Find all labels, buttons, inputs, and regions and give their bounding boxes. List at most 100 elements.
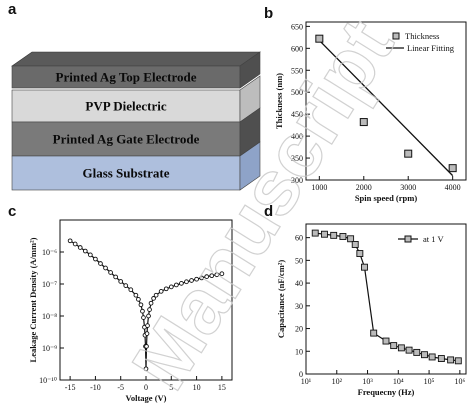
y-tick-label-b-4: 500 bbox=[291, 88, 303, 97]
x-axis-label-c: Voltage (V) bbox=[126, 393, 167, 403]
data-point-c-37 bbox=[194, 276, 199, 282]
data-point-b-3 bbox=[448, 164, 457, 173]
data-point-d-17 bbox=[447, 356, 455, 364]
data-point-d-3 bbox=[339, 233, 347, 240]
data-point-b-0 bbox=[315, 34, 324, 43]
data-point-c-23 bbox=[144, 331, 150, 336]
y-tick-label-c-3: 10⁻⁷ bbox=[42, 280, 57, 289]
data-point-c-17 bbox=[141, 315, 146, 320]
y-tick-label-b-6: 600 bbox=[291, 44, 303, 53]
legend-label-d: at 1 V bbox=[423, 234, 444, 244]
y-tick-label-d-2: 20 bbox=[295, 325, 303, 334]
data-point-c-40 bbox=[209, 273, 215, 279]
panel-letter-c: c bbox=[8, 203, 17, 220]
data-point-c-39 bbox=[204, 274, 210, 279]
y-tick-label-d-0: 0 bbox=[299, 370, 303, 379]
layer-label-0: Printed Ag Top Electrode bbox=[56, 70, 197, 85]
layer-label-1: PVP Dielectric bbox=[85, 99, 166, 114]
data-point-c-38 bbox=[199, 275, 204, 281]
legend-marker-thickness bbox=[392, 32, 400, 40]
data-point-d-2 bbox=[330, 231, 338, 239]
panel-letter-a: a bbox=[8, 1, 17, 18]
data-point-c-31 bbox=[163, 286, 169, 292]
data-point-d-7 bbox=[361, 263, 368, 271]
y-axis-label-d: Capacitance (nF/cm²) bbox=[276, 260, 286, 338]
data-point-c-9 bbox=[113, 274, 118, 280]
data-point-c-30 bbox=[158, 289, 164, 294]
data-point-d-5 bbox=[351, 241, 359, 248]
data-point-c-3 bbox=[82, 248, 88, 254]
data-point-c-32 bbox=[168, 284, 174, 290]
y-tick-label-b-7: 650 bbox=[291, 22, 303, 31]
y-axis-label-c: Leakage Current Density (A/mm²) bbox=[28, 237, 38, 362]
layer-side-3 bbox=[239, 141, 261, 191]
legend-label-thickness: Thickness bbox=[405, 31, 439, 41]
capacitance-vs-frequency-chart: 10¹ 10² 10³ 10⁴ 10⁵ 10⁶ 0 10 20 30 40 50 60 Frequecny… bbox=[276, 223, 467, 397]
y-axis-label-b: Thickness (nm) bbox=[274, 73, 284, 129]
data-point-c-29 bbox=[153, 292, 159, 298]
x-tick-label-d-0: 10¹ bbox=[301, 377, 312, 386]
data-point-d-14 bbox=[421, 351, 428, 359]
x-tick-label-c-1: -10 bbox=[90, 383, 101, 392]
thickness-vs-spin-speed-chart: 1000 2000 3000 4000 300 350 400 450 500 550 600 650… bbox=[274, 21, 467, 203]
y-tick-label-c-2: 10⁻⁸ bbox=[42, 312, 57, 321]
y-tick-label-d-5: 50 bbox=[295, 256, 303, 265]
y-tick-label-c-4: 10⁻⁶ bbox=[42, 248, 57, 257]
data-point-c-28 bbox=[151, 296, 156, 301]
panel-letter-b: b bbox=[264, 5, 274, 22]
x-tick-label-b-2: 3000 bbox=[400, 183, 416, 192]
data-point-d-18 bbox=[454, 357, 462, 365]
data-point-d-16 bbox=[437, 355, 445, 362]
data-point-d-12 bbox=[405, 346, 413, 354]
x-tick-label-c-4: 5 bbox=[169, 383, 173, 392]
panel-letter-d: d bbox=[264, 203, 274, 220]
y-tick-label-b-0: 300 bbox=[291, 176, 303, 185]
data-point-c-14 bbox=[136, 297, 141, 302]
layer-label-2: Printed Ag Gate Electrode bbox=[53, 132, 200, 147]
y-tick-label-b-1: 350 bbox=[291, 154, 303, 163]
data-point-c-41 bbox=[214, 272, 220, 278]
data-point-d-10 bbox=[390, 342, 398, 350]
x-tick-label-d-1: 10² bbox=[332, 377, 343, 386]
x-tick-label-b-1: 2000 bbox=[356, 183, 372, 192]
leakage-current-chart: -15 -10 -5 0 5 10 15 10⁻¹⁰ 10⁻⁹ 10⁻⁸ 10⁻⁷ 10⁻⁶ Volta… bbox=[28, 219, 233, 403]
x-tick-label-c-6: 15 bbox=[218, 383, 226, 392]
data-point-c-26 bbox=[147, 307, 152, 312]
data-point-c-13 bbox=[133, 292, 139, 298]
data-point-c-0 bbox=[67, 238, 73, 244]
data-point-c-35 bbox=[184, 279, 189, 285]
data-point-c-7 bbox=[103, 265, 108, 271]
data-point-c-5 bbox=[93, 256, 98, 262]
x-tick-label-d-4: 10⁵ bbox=[424, 377, 435, 386]
y-tick-label-c-1: 10⁻⁹ bbox=[42, 344, 57, 353]
x-tick-label-c-0: -15 bbox=[65, 383, 76, 392]
data-point-d-8 bbox=[370, 329, 378, 337]
x-tick-label-d-3: 10⁴ bbox=[393, 377, 404, 386]
layer-label-3: Glass Substrate bbox=[82, 166, 169, 181]
data-point-c-22 bbox=[144, 344, 149, 349]
data-point-d-9 bbox=[382, 337, 390, 345]
layer-front-3 bbox=[11, 155, 241, 191]
y-tick-label-d-6: 60 bbox=[295, 234, 303, 243]
data-point-c-16 bbox=[140, 308, 145, 314]
plot-frame-b bbox=[305, 21, 467, 181]
x-tick-label-b-3: 4000 bbox=[445, 183, 461, 192]
data-point-c-1 bbox=[72, 241, 78, 247]
data-point-d-11 bbox=[397, 344, 405, 352]
data-point-c-6 bbox=[98, 261, 103, 266]
data-point-d-0 bbox=[311, 229, 319, 237]
data-point-c-24 bbox=[145, 323, 150, 328]
x-axis-label-d: Frequecny (Hz) bbox=[358, 387, 415, 397]
data-point-d-15 bbox=[428, 353, 436, 361]
data-point-c-4 bbox=[88, 252, 93, 258]
stack-top-face bbox=[11, 51, 261, 67]
data-point-c-36 bbox=[189, 278, 194, 283]
y-tick-label-b-5: 550 bbox=[291, 66, 303, 75]
x-tick-label-c-3: 0 bbox=[144, 383, 148, 392]
y-tick-label-c-0: 10⁻¹⁰ bbox=[39, 376, 57, 385]
data-point-c-42 bbox=[219, 271, 225, 277]
data-point-c-12 bbox=[128, 287, 134, 293]
x-tick-label-c-2: -5 bbox=[117, 383, 124, 392]
data-point-c-2 bbox=[77, 245, 83, 250]
